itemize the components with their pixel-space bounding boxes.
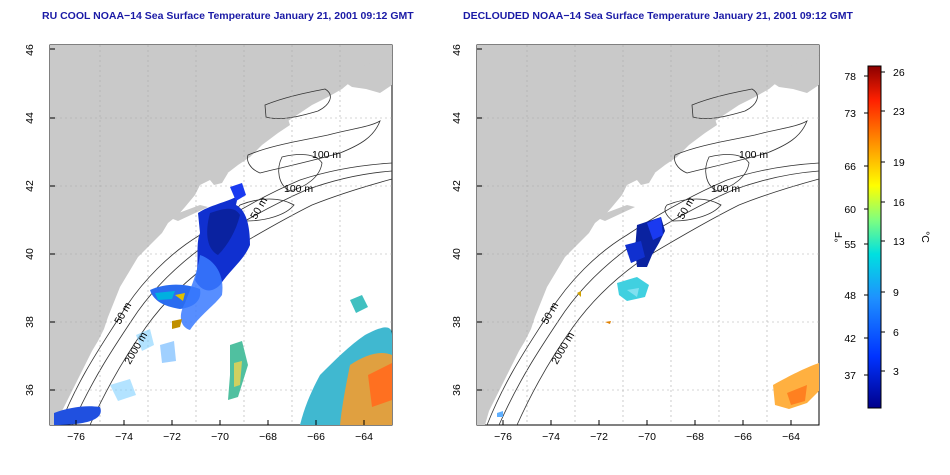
colorbar-f-label: 42 <box>844 333 856 345</box>
lon-tick: −72 <box>590 431 608 443</box>
left-map: 100 m 100 m 50 m 50 m 2000 m −76 −74 −72… <box>24 44 393 443</box>
lon-tick: −74 <box>115 431 133 443</box>
lat-tick: 44 <box>451 112 463 124</box>
contour-label-100m: 100 m <box>739 149 768 161</box>
contour-label-100m: 100 m <box>711 183 740 195</box>
lat-tick: 38 <box>451 316 463 328</box>
lon-tick: −76 <box>494 431 512 443</box>
lat-tick: 46 <box>24 44 36 56</box>
lon-tick: −72 <box>163 431 181 443</box>
sst-data-patches <box>497 217 819 417</box>
colorbar-c-label: 6 <box>893 327 899 339</box>
colorbar-unit-f: °F <box>833 232 845 243</box>
lon-tick: −68 <box>259 431 277 443</box>
axis-ticks <box>477 48 792 425</box>
lat-tick: 42 <box>451 180 463 192</box>
lon-tick: −64 <box>782 431 800 443</box>
lon-tick: −66 <box>734 431 752 443</box>
contour-label-100m: 100 m <box>312 149 341 161</box>
lat-tick: 42 <box>24 180 36 192</box>
colorbar-c-label: 26 <box>893 67 905 79</box>
lat-tick: 40 <box>24 248 36 260</box>
colorbar: 78 73 66 60 55 48 42 37 26 23 19 16 13 9… <box>833 65 931 409</box>
colorbar-c-label: 16 <box>893 197 905 209</box>
colorbar-f-label: 66 <box>844 161 856 173</box>
axis-ticks <box>50 48 365 425</box>
lon-tick: −70 <box>638 431 656 443</box>
right-map: 100 m 100 m 50 m 50 m 2000 m −76 −74 −72… <box>451 44 820 443</box>
lat-tick: 44 <box>24 112 36 124</box>
colorbar-c-label: 3 <box>893 366 899 378</box>
sst-data-patches <box>54 183 392 425</box>
lat-tick: 36 <box>451 384 463 396</box>
colorbar-f-label: 37 <box>844 370 856 382</box>
colorbar-f-label: 78 <box>844 71 856 83</box>
colorbar-f-label: 55 <box>844 239 856 251</box>
lon-tick: −64 <box>355 431 373 443</box>
lat-tick: 38 <box>24 316 36 328</box>
contour-label-100m: 100 m <box>284 183 313 195</box>
colorbar-f-label: 48 <box>844 290 856 302</box>
colorbar-unit-c: °C <box>919 231 931 243</box>
colorbar-c-label: 13 <box>893 236 905 248</box>
lat-tick: 36 <box>24 384 36 396</box>
colorbar-gradient <box>867 65 882 409</box>
colorbar-c-label: 23 <box>893 106 905 118</box>
lon-tick: −66 <box>307 431 325 443</box>
lon-tick: −70 <box>211 431 229 443</box>
lat-tick: 40 <box>451 248 463 260</box>
colorbar-f-label: 60 <box>844 204 856 216</box>
lon-tick: −76 <box>67 431 85 443</box>
left-panel-title: RU COOL NOAA−14 Sea Surface Temperature … <box>42 10 414 22</box>
colorbar-c-label: 9 <box>893 287 899 299</box>
lon-tick: −68 <box>686 431 704 443</box>
lat-tick: 46 <box>451 44 463 56</box>
lon-tick: −74 <box>542 431 560 443</box>
colorbar-f-label: 73 <box>844 108 856 120</box>
right-panel-title: DECLOUDED NOAA−14 Sea Surface Temperatur… <box>463 10 853 22</box>
colorbar-c-label: 19 <box>893 157 905 169</box>
